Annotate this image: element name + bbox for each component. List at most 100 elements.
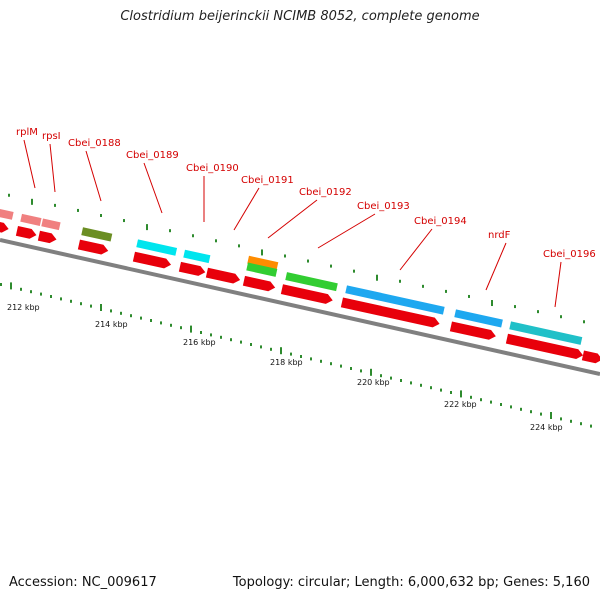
- genome-summary-text: Topology: circular; Length: 6,000,632 bp…: [232, 575, 590, 590]
- gene-label-leader: [85, 150, 102, 202]
- feature-tick: [215, 239, 217, 243]
- feature-tick: [330, 264, 332, 268]
- cds-arrow: [280, 284, 333, 304]
- scale-major-tick: [370, 368, 372, 376]
- feature-tick: [123, 219, 125, 223]
- scale-minor-tick: [470, 395, 472, 399]
- gene-label: Cbei_0189: [126, 150, 179, 161]
- gene-label: Cbei_0192: [299, 187, 352, 198]
- feature-tick: [100, 214, 102, 217]
- scale-label: 224 kbp: [530, 423, 563, 432]
- scale-minor-tick: [420, 383, 422, 387]
- gene-label: Cbei_0191: [241, 175, 294, 186]
- gene-label: rplM: [16, 127, 38, 138]
- scale-minor-tick: [320, 359, 322, 363]
- feature-tick: [169, 229, 171, 233]
- feature-tick: [238, 244, 240, 248]
- feature-tick: [353, 269, 355, 273]
- scale-minor-tick: [180, 326, 182, 330]
- scale-label: 222 kbp: [444, 400, 477, 409]
- gene-label-leader: [49, 143, 56, 193]
- scale-minor-tick: [410, 381, 412, 385]
- feature-tick: [422, 284, 424, 288]
- scale-minor-tick: [560, 417, 562, 421]
- gene-label-leader: [317, 213, 376, 249]
- gene-label-leader: [233, 187, 260, 231]
- feature-tick: [537, 310, 539, 314]
- cds-arrow: [178, 261, 206, 276]
- feature-tick: [445, 289, 447, 293]
- gene-feature-upper: [285, 272, 338, 292]
- feature-tick: [146, 224, 148, 231]
- feature-tick: [284, 254, 286, 258]
- feature-tick: [31, 198, 33, 205]
- scale-minor-tick: [400, 379, 402, 382]
- scale-minor-tick: [230, 338, 232, 342]
- scale-minor-tick: [140, 316, 142, 320]
- scale-minor-tick: [110, 309, 112, 313]
- scale-minor-tick: [540, 412, 542, 416]
- scale-minor-tick: [40, 292, 42, 296]
- feature-tick: [468, 294, 470, 298]
- scale-minor-tick: [290, 352, 292, 356]
- scale-minor-tick: [450, 391, 452, 394]
- gene-feature-upper: [345, 285, 445, 315]
- gene-label: Cbei_0193: [357, 201, 410, 212]
- cds-arrow: [242, 275, 276, 292]
- gene-feature-upper: [246, 262, 278, 277]
- gene-label-leader: [23, 139, 36, 189]
- scale-minor-tick: [250, 343, 252, 346]
- gene-feature-upper: [41, 218, 61, 231]
- gene-feature-upper: [136, 239, 178, 256]
- feature-tick: [376, 274, 378, 281]
- gene-label-leader: [399, 228, 433, 271]
- feature-tick: [261, 249, 263, 256]
- scale-minor-tick: [150, 319, 152, 322]
- cds-arrow: [132, 251, 172, 269]
- gene-label-leader: [143, 162, 163, 214]
- scale-minor-tick: [20, 287, 22, 291]
- gene-features: [0, 208, 600, 364]
- feature-ticks: [8, 193, 585, 324]
- scale-minor-tick: [430, 386, 432, 390]
- gene-label: Cbei_0194: [414, 216, 467, 227]
- gene-label: nrdF: [488, 230, 511, 241]
- gene-label-leader: [554, 261, 562, 308]
- scale-minor-tick: [120, 311, 122, 315]
- scale-major-tick: [460, 390, 462, 398]
- map-title: Clostridium beijerinckii NCIMB 8052, com…: [120, 9, 480, 24]
- scale-minor-tick: [330, 362, 332, 366]
- cds-arrow: [37, 230, 57, 244]
- feature-tick: [54, 203, 56, 207]
- scale-minor-tick: [580, 422, 582, 426]
- scale-ticks: [0, 282, 592, 428]
- scale-minor-tick: [510, 405, 512, 409]
- scale-minor-tick: [130, 314, 132, 318]
- scale-minor-tick: [440, 388, 442, 392]
- scale-major-tick: [100, 304, 102, 311]
- gene-labels: rplM rpsICbei_0188Cbei_0189Cbei_0190Cbei_…: [16, 127, 596, 308]
- scale-minor-tick: [160, 321, 162, 325]
- scale-minor-tick: [80, 302, 82, 306]
- gene-label: Cbei_0190: [186, 163, 239, 174]
- accession-text: Accession: NC_009617: [9, 575, 157, 590]
- genome-backbone: [0, 238, 600, 376]
- feature-tick: [8, 193, 10, 197]
- cds-arrow: [0, 221, 9, 233]
- feature-tick: [399, 279, 401, 283]
- scale-minor-tick: [210, 333, 212, 337]
- scale-minor-tick: [90, 304, 92, 308]
- cds-arrow: [449, 321, 496, 340]
- scale-minor-tick: [170, 323, 172, 327]
- cds-arrow: [340, 297, 440, 328]
- feature-tick: [560, 315, 562, 319]
- scale-minor-tick: [70, 299, 72, 303]
- scale-minor-tick: [530, 410, 532, 414]
- scale-minor-tick: [240, 340, 242, 344]
- feature-tick: [514, 305, 516, 309]
- scale-minor-tick: [350, 367, 352, 370]
- scale-minor-tick: [360, 369, 362, 373]
- feature-tick: [491, 300, 493, 307]
- scale-major-tick: [10, 282, 12, 290]
